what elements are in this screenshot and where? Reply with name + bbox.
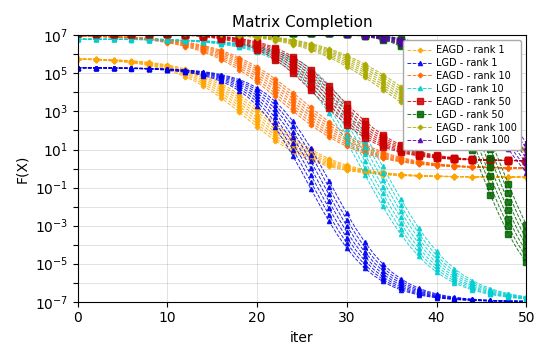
EAGD - rank 1 xyxy=(209,90,216,94)
LGD - rank 1 xyxy=(209,76,216,80)
LGD - rank 10 xyxy=(209,41,216,45)
LGD - rank 50 xyxy=(218,30,224,35)
Line: LGD - rank 100: LGD - rank 100 xyxy=(75,30,529,175)
LGD - rank 1 xyxy=(370,273,377,278)
EAGD - rank 50 xyxy=(173,33,180,37)
EAGD - rank 50 xyxy=(523,159,530,163)
LGD - rank 100 xyxy=(209,30,216,34)
LGD - rank 50 xyxy=(514,247,521,251)
Y-axis label: F(X): F(X) xyxy=(15,154,29,183)
LGD - rank 50 xyxy=(209,30,216,35)
LGD - rank 1 xyxy=(218,79,224,84)
LGD - rank 100 xyxy=(218,30,224,34)
LGD - rank 100 xyxy=(74,30,81,34)
EAGD - rank 10 xyxy=(74,34,81,38)
Title: Matrix Completion: Matrix Completion xyxy=(232,15,372,30)
EAGD - rank 1 xyxy=(218,96,224,100)
EAGD - rank 100 xyxy=(218,32,224,37)
LGD - rank 10 xyxy=(523,297,530,301)
EAGD - rank 50 xyxy=(209,36,216,40)
EAGD - rank 1 xyxy=(514,175,521,179)
LGD - rank 50 xyxy=(370,36,377,40)
LGD - rank 50 xyxy=(523,260,530,264)
LGD - rank 50 xyxy=(397,44,404,49)
Line: EAGD - rank 1: EAGD - rank 1 xyxy=(75,57,529,179)
Line: EAGD - rank 100: EAGD - rank 100 xyxy=(75,30,529,153)
EAGD - rank 50 xyxy=(370,140,377,145)
EAGD - rank 100 xyxy=(370,81,377,86)
EAGD - rank 100 xyxy=(397,100,404,104)
LGD - rank 50 xyxy=(74,30,81,35)
LGD - rank 10 xyxy=(514,296,521,300)
Line: LGD - rank 10: LGD - rank 10 xyxy=(75,37,529,301)
EAGD - rank 100 xyxy=(523,149,530,154)
Line: EAGD - rank 10: EAGD - rank 10 xyxy=(75,34,529,170)
LGD - rank 100 xyxy=(370,36,377,40)
Legend: EAGD - rank 1, LGD - rank 1, EAGD - rank 10, LGD - rank 10, EAGD - rank 50, LGD : EAGD - rank 1, LGD - rank 1, EAGD - rank… xyxy=(403,40,521,150)
LGD - rank 100 xyxy=(523,170,530,175)
LGD - rank 1 xyxy=(173,69,180,73)
EAGD - rank 50 xyxy=(74,31,81,36)
LGD - rank 100 xyxy=(173,30,180,34)
LGD - rank 10 xyxy=(74,37,81,41)
LGD - rank 100 xyxy=(397,42,404,47)
EAGD - rank 1 xyxy=(523,175,530,179)
EAGD - rank 10 xyxy=(523,166,530,170)
EAGD - rank 50 xyxy=(218,37,224,41)
LGD - rank 1 xyxy=(523,299,530,303)
Line: LGD - rank 50: LGD - rank 50 xyxy=(75,30,529,265)
LGD - rank 10 xyxy=(218,42,224,46)
LGD - rank 10 xyxy=(370,189,377,193)
LGD - rank 10 xyxy=(173,39,180,43)
EAGD - rank 100 xyxy=(209,32,216,36)
EAGD - rank 1 xyxy=(370,172,377,176)
Line: LGD - rank 1: LGD - rank 1 xyxy=(75,66,529,303)
EAGD - rank 100 xyxy=(173,31,180,35)
EAGD - rank 50 xyxy=(397,150,404,154)
LGD - rank 50 xyxy=(173,30,180,35)
EAGD - rank 1 xyxy=(173,71,180,75)
LGD - rank 10 xyxy=(397,232,404,237)
X-axis label: iter: iter xyxy=(290,331,314,345)
Line: EAGD - rank 50: EAGD - rank 50 xyxy=(75,31,529,163)
EAGD - rank 10 xyxy=(514,166,521,170)
EAGD - rank 10 xyxy=(397,160,404,164)
EAGD - rank 50 xyxy=(514,158,521,163)
EAGD - rank 10 xyxy=(209,53,216,58)
EAGD - rank 10 xyxy=(173,42,180,46)
EAGD - rank 10 xyxy=(218,58,224,62)
EAGD - rank 100 xyxy=(74,30,81,34)
EAGD - rank 100 xyxy=(514,148,521,152)
LGD - rank 100 xyxy=(514,159,521,163)
EAGD - rank 1 xyxy=(74,57,81,62)
LGD - rank 1 xyxy=(74,66,81,70)
EAGD - rank 10 xyxy=(370,154,377,158)
EAGD - rank 1 xyxy=(397,174,404,178)
LGD - rank 1 xyxy=(514,299,521,303)
LGD - rank 1 xyxy=(397,288,404,292)
